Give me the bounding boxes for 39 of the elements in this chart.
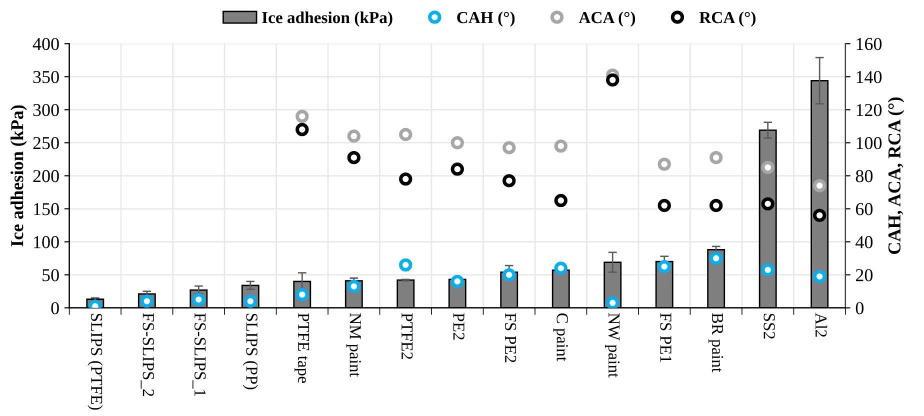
x-tick-label: FS-SLIPS_1 bbox=[192, 313, 206, 396]
x-tick-label: FS PE2 bbox=[504, 313, 516, 362]
y-tick-label: 100 bbox=[34, 236, 59, 248]
y2-axis-title: CAH, ACA, RCA (°) bbox=[888, 97, 904, 254]
y-tick-label: 400 bbox=[32, 38, 59, 50]
x-tick-label: SS2 bbox=[764, 314, 775, 339]
y-tick-label: 200 bbox=[33, 170, 59, 182]
x-tick-label: SLIPS (PTFE) bbox=[88, 314, 103, 410]
legend-label: ACA (°) bbox=[578, 11, 636, 27]
y2-tick-label: 40 bbox=[856, 236, 873, 248]
y-tick-label: 50 bbox=[42, 269, 59, 282]
x-tick-label: NM paint bbox=[346, 313, 361, 377]
x-tick-label: NW paint bbox=[605, 313, 620, 378]
x-tick-label: PE2 bbox=[453, 313, 464, 340]
legend-label: Ice adhesion (kPa) bbox=[262, 11, 392, 27]
y-tick-label: 300 bbox=[33, 104, 59, 116]
x-tick-label: BR paint bbox=[708, 313, 724, 372]
y2-tick-label: 100 bbox=[856, 136, 882, 150]
y2-tick-label: 140 bbox=[856, 70, 882, 84]
x-tick-label: PTFE tape bbox=[294, 313, 310, 383]
y-axis-title: Ice adhesion (kPa) bbox=[10, 105, 27, 246]
x-tick-label: SLIPS (PP) bbox=[242, 314, 258, 390]
y2-tick-label: 20 bbox=[856, 269, 873, 282]
y2-tick-label: 160 bbox=[856, 38, 882, 50]
y2-tick-label: 60 bbox=[856, 203, 873, 216]
y2-tick-label: 120 bbox=[856, 104, 882, 116]
x-tick-label: PTFE2 bbox=[402, 313, 413, 360]
y2-tick-label: 80 bbox=[856, 170, 873, 182]
y-tick-label: 250 bbox=[33, 136, 59, 150]
legend-label: CAH (°) bbox=[457, 11, 515, 27]
y-tick-label: 150 bbox=[34, 203, 59, 216]
y-tick-label: 0 bbox=[51, 302, 59, 314]
legend-label: RCA (°) bbox=[699, 11, 756, 27]
y-tick-label: 350 bbox=[33, 70, 59, 84]
y2-tick-label: 0 bbox=[856, 302, 864, 314]
x-tick-label: FS-SLIPS_2 bbox=[140, 313, 154, 396]
x-tick-label: Al2 bbox=[816, 312, 828, 337]
x-tick-label: C paint bbox=[553, 313, 568, 362]
x-tick-label: FS PE1 bbox=[660, 313, 672, 362]
